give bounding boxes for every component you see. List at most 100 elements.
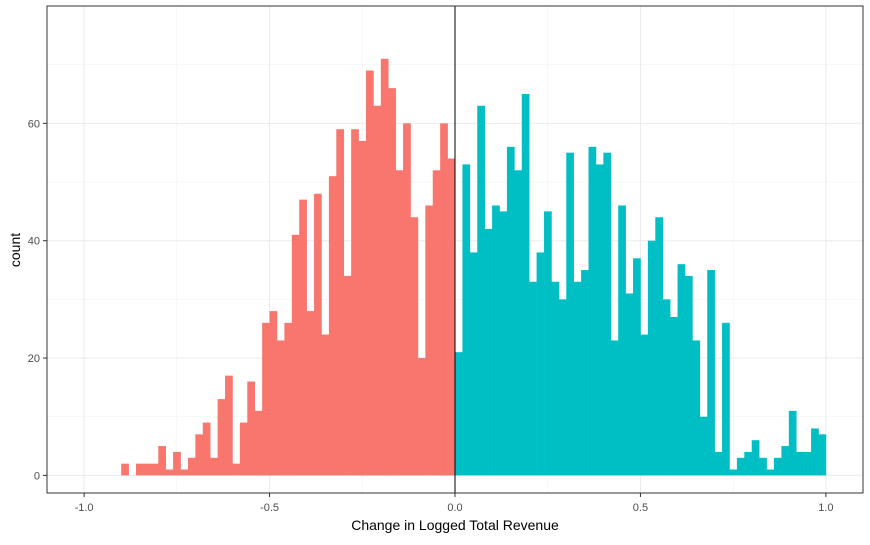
histogram-bar <box>781 446 790 476</box>
histogram-bar <box>603 152 612 476</box>
histogram-bars <box>121 58 827 476</box>
histogram-bar <box>262 322 270 476</box>
histogram-bar <box>358 140 367 476</box>
histogram-bar <box>158 446 166 476</box>
histogram-bar <box>692 340 701 476</box>
histogram-bar <box>744 451 753 476</box>
histogram-bar <box>225 375 233 476</box>
histogram-bar <box>150 463 159 476</box>
histogram-bar <box>343 275 352 476</box>
histogram-bar <box>655 217 664 476</box>
histogram-bar <box>759 457 767 476</box>
histogram-bar <box>722 322 730 476</box>
histogram-bar <box>670 316 678 476</box>
x-tick-label: -0.5 <box>260 502 279 514</box>
histogram-bar <box>321 334 330 476</box>
histogram-bar <box>455 352 463 476</box>
y-tick-label: 20 <box>28 353 40 365</box>
histogram-bar <box>796 451 804 476</box>
histogram-bar <box>143 463 152 476</box>
y-axis-title: count <box>7 233 23 267</box>
histogram-bar <box>276 340 285 476</box>
x-axis-title: Change in Logged Total Revenue <box>351 517 559 533</box>
histogram-bar <box>633 258 641 476</box>
histogram-bar <box>544 211 552 476</box>
histogram-bar <box>647 240 656 476</box>
histogram-bar <box>766 469 775 476</box>
histogram-bar <box>432 170 441 476</box>
histogram-bar <box>269 311 278 476</box>
histogram-bar <box>610 340 619 476</box>
histogram-bar <box>499 211 508 476</box>
histogram-bar <box>640 334 649 476</box>
histogram-bar <box>380 58 389 476</box>
histogram-bar <box>662 299 671 476</box>
histogram-bar <box>811 428 819 476</box>
histogram-bar <box>506 146 515 476</box>
histogram-bar <box>529 281 537 476</box>
histogram-bar <box>625 293 634 476</box>
y-tick-label: 60 <box>28 118 40 130</box>
histogram-bar <box>388 88 396 476</box>
histogram-bar <box>521 94 530 476</box>
histogram-bar <box>136 463 144 476</box>
histogram-bar <box>684 275 693 476</box>
histogram-bar <box>336 129 345 476</box>
histogram-bar <box>595 164 604 476</box>
histogram-bar <box>284 322 293 476</box>
histogram-bar <box>788 410 797 476</box>
histogram-bar <box>180 469 189 476</box>
histogram-bar <box>187 457 196 476</box>
histogram-bar <box>447 158 456 476</box>
histogram-bar <box>469 252 478 476</box>
histogram-bar <box>581 270 589 476</box>
histogram-bar <box>425 205 434 476</box>
histogram-bar <box>484 228 493 476</box>
histogram-bar <box>803 451 812 476</box>
x-tick-label: 1.0 <box>818 502 833 514</box>
histogram-bar <box>373 105 382 476</box>
histogram-bar <box>707 270 715 476</box>
histogram-bar <box>573 281 582 476</box>
histogram-bar <box>492 205 500 476</box>
histogram-bar <box>403 123 411 476</box>
histogram-bar <box>173 451 181 476</box>
histogram-bar <box>314 193 322 476</box>
histogram-bar <box>395 170 404 476</box>
histogram-bar <box>751 440 760 476</box>
histogram-bar <box>306 311 315 476</box>
histogram-bar <box>551 281 560 476</box>
histogram-bar <box>566 152 574 476</box>
histogram-bar <box>328 176 337 476</box>
x-tick-label: 0.5 <box>633 502 648 514</box>
histogram-bar <box>232 463 241 476</box>
y-tick-label: 0 <box>34 470 40 482</box>
histogram-bar <box>736 457 745 476</box>
histogram-bar <box>462 164 471 476</box>
histogram-bar <box>699 416 708 476</box>
histogram-bar <box>729 469 738 476</box>
histogram-bar <box>202 422 211 476</box>
histogram-bar <box>773 457 782 476</box>
histogram-bar <box>299 199 307 476</box>
histogram-bar <box>195 434 204 476</box>
histogram-bar <box>677 264 686 476</box>
histogram-bar <box>410 217 419 476</box>
histogram-bar <box>165 469 174 476</box>
axes: -1.0 -0.5 0.0 0.5 1.0 0 20 40 60 <box>28 118 834 514</box>
histogram-bar <box>440 123 448 476</box>
histogram-bar <box>618 205 626 476</box>
histogram-bar <box>247 381 256 476</box>
histogram-bar <box>514 170 523 476</box>
histogram-bar <box>417 358 426 476</box>
histogram-bar <box>351 129 359 476</box>
histogram-bar <box>818 434 827 476</box>
histogram-bar <box>588 146 597 476</box>
histogram-bar <box>239 422 248 476</box>
x-tick-label: -1.0 <box>75 502 94 514</box>
histogram-bar <box>291 234 300 476</box>
histogram-bar <box>365 70 374 476</box>
histogram-bar <box>210 457 218 476</box>
